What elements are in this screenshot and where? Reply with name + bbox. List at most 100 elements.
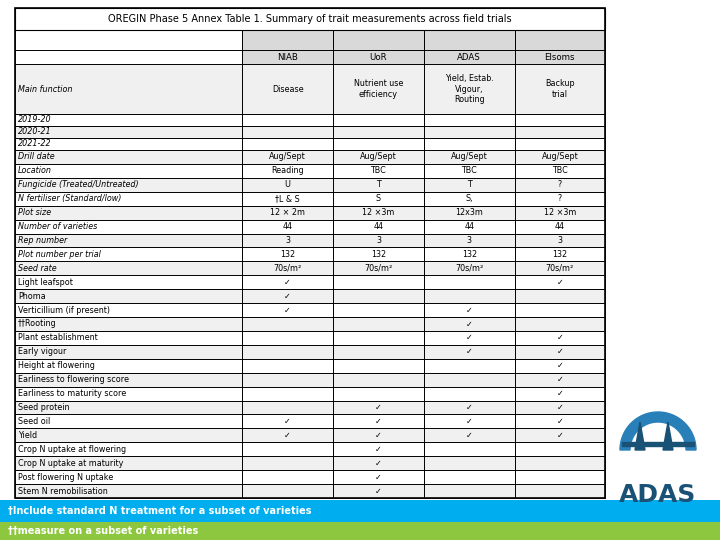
Bar <box>333 289 424 303</box>
Bar <box>424 484 515 498</box>
Bar <box>0 500 720 522</box>
Bar <box>15 331 242 345</box>
Bar <box>424 442 515 456</box>
Bar <box>515 401 605 415</box>
Text: ✓: ✓ <box>557 389 563 398</box>
Text: ✓: ✓ <box>284 431 291 440</box>
Bar <box>15 30 242 50</box>
Text: T: T <box>376 180 381 190</box>
Bar <box>424 114 515 126</box>
Bar <box>15 126 242 138</box>
Bar <box>15 275 242 289</box>
Text: S,: S, <box>466 194 473 203</box>
Bar <box>424 233 515 247</box>
Bar <box>242 415 333 428</box>
Bar <box>333 233 424 247</box>
Bar <box>15 247 242 261</box>
Bar <box>424 138 515 150</box>
Polygon shape <box>620 412 696 450</box>
Text: ✓: ✓ <box>375 431 382 440</box>
Bar <box>515 415 605 428</box>
Text: 3: 3 <box>285 236 290 245</box>
Bar <box>424 178 515 192</box>
Text: ✓: ✓ <box>557 347 563 356</box>
Bar <box>424 484 515 498</box>
Bar <box>242 331 333 345</box>
Text: 12 ×3m: 12 ×3m <box>362 208 395 217</box>
Bar <box>515 220 605 233</box>
Text: ✓: ✓ <box>466 417 472 426</box>
Text: Crop N uptake at flowering: Crop N uptake at flowering <box>18 445 126 454</box>
Text: ✓: ✓ <box>557 403 563 412</box>
Bar <box>333 442 424 456</box>
Bar <box>15 345 242 359</box>
Bar <box>333 275 424 289</box>
Text: Disease: Disease <box>271 84 303 93</box>
Text: N fertiliser (Standard/low): N fertiliser (Standard/low) <box>18 194 122 203</box>
Bar <box>242 220 333 233</box>
Bar <box>424 126 515 138</box>
Bar <box>15 331 242 345</box>
Text: 44: 44 <box>464 222 474 231</box>
Text: 2019-20: 2019-20 <box>18 116 52 125</box>
Bar <box>333 192 424 206</box>
Polygon shape <box>622 442 694 446</box>
Bar <box>242 138 333 150</box>
Bar <box>424 345 515 359</box>
Bar <box>515 192 605 206</box>
Bar <box>242 114 333 126</box>
Text: Earliness to maturity score: Earliness to maturity score <box>18 389 126 398</box>
Bar <box>15 220 242 233</box>
Text: S: S <box>376 194 381 203</box>
Bar <box>424 470 515 484</box>
Text: ✓: ✓ <box>557 333 563 342</box>
Bar <box>333 150 424 164</box>
Text: ?: ? <box>558 180 562 190</box>
Bar <box>333 126 424 138</box>
Text: Light leafspot: Light leafspot <box>18 278 73 287</box>
Bar <box>515 126 605 138</box>
Text: Seed rate: Seed rate <box>18 264 57 273</box>
Bar <box>15 138 242 150</box>
Bar <box>515 150 605 164</box>
Bar <box>15 64 242 114</box>
Bar <box>515 345 605 359</box>
Bar <box>515 275 605 289</box>
Bar <box>424 138 515 150</box>
Bar <box>424 64 515 114</box>
Bar <box>242 247 333 261</box>
Text: Seed oil: Seed oil <box>18 417 50 426</box>
Text: Verticillium (if present): Verticillium (if present) <box>18 306 110 315</box>
Bar <box>242 178 333 192</box>
Bar <box>424 164 515 178</box>
Bar <box>15 359 242 373</box>
Bar <box>424 415 515 428</box>
Bar <box>15 373 242 387</box>
Bar <box>242 261 333 275</box>
Bar <box>242 150 333 164</box>
Bar <box>515 359 605 373</box>
Bar <box>333 345 424 359</box>
Bar <box>515 233 605 247</box>
Bar <box>15 456 242 470</box>
Text: ✓: ✓ <box>284 278 291 287</box>
Bar <box>515 164 605 178</box>
Text: U: U <box>284 180 291 190</box>
Bar <box>424 387 515 401</box>
Text: Stem N remobilisation: Stem N remobilisation <box>18 487 108 496</box>
Bar <box>424 359 515 373</box>
Bar <box>15 114 242 126</box>
Text: 44: 44 <box>282 222 292 231</box>
Text: 70s/m²: 70s/m² <box>455 264 483 273</box>
Bar <box>242 220 333 233</box>
Bar <box>333 456 424 470</box>
Bar <box>242 30 333 50</box>
Text: Location: Location <box>18 166 52 176</box>
Bar <box>515 114 605 126</box>
Text: 70s/m²: 70s/m² <box>364 264 392 273</box>
Bar <box>333 261 424 275</box>
Bar <box>242 470 333 484</box>
Text: ✓: ✓ <box>375 487 382 496</box>
Bar <box>333 206 424 220</box>
Bar <box>15 192 242 206</box>
